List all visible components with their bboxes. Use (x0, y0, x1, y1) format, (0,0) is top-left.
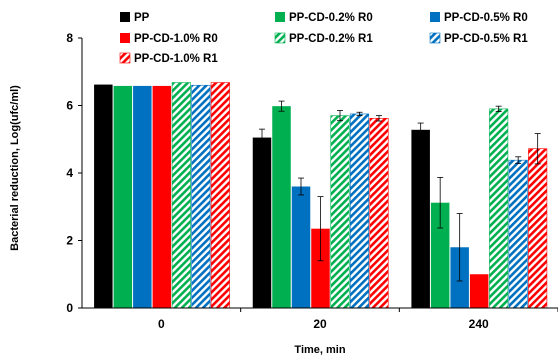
bar-1-2 (430, 202, 450, 308)
y-tick-label: 4 (66, 166, 73, 180)
y-tick-label: 2 (66, 234, 73, 248)
error-bar-6-2 (534, 133, 541, 165)
y-tick-label: 8 (66, 31, 73, 45)
legend-swatch (120, 12, 130, 22)
bar-2-0 (133, 85, 152, 308)
bar-0-0 (94, 84, 113, 308)
bar-3-0 (152, 85, 172, 308)
legend-item: PP-CD-0.5% R0 (430, 12, 528, 24)
legend-item: PP-CD-1.0% R0 (120, 33, 218, 45)
error-bar-1-2 (437, 176, 444, 229)
error-bar-3-1 (317, 196, 324, 262)
legend-label: PP-CD-0.5% R0 (444, 12, 528, 24)
error-bar-0-2 (417, 122, 424, 137)
x-tick-label: 0 (158, 317, 165, 331)
bar-1-1 (272, 106, 291, 308)
bar-2-1 (291, 186, 311, 308)
bars-group (94, 82, 548, 309)
bar-5-2 (508, 159, 528, 309)
bar-4-1 (330, 115, 350, 309)
error-bar-1-1 (278, 100, 285, 112)
error-bar-4-2 (495, 105, 502, 112)
legend-label: PP-CD-1.0% R1 (134, 53, 218, 65)
bar-6-1 (369, 118, 389, 309)
legend-label: PP-CD-0.5% R1 (444, 33, 528, 45)
x-axis-title: Time, min (294, 344, 345, 356)
y-tick-label: 6 (66, 99, 73, 113)
bar-3-1 (311, 228, 330, 308)
bar-6-2 (528, 148, 548, 309)
legend-swatch (274, 32, 286, 44)
error-bar-4-1 (337, 110, 343, 122)
legend-swatch (119, 52, 131, 64)
bar-5-0 (191, 84, 211, 309)
y-tick-label: 0 (66, 301, 73, 315)
axes-group: 0 2 4 6 8 0 20 240 (66, 31, 558, 331)
bar-5-1 (349, 113, 370, 309)
bar-0-2 (411, 129, 430, 308)
bar-6-0 (210, 82, 230, 309)
error-bar-2-2 (456, 213, 463, 282)
error-bar-2-1 (298, 177, 304, 196)
x-tick-label: 20 (313, 317, 327, 331)
legend-item: PP-CD-0.2% R1 (274, 32, 373, 45)
legend-swatch (275, 12, 285, 22)
legend-label: PP-CD-0.2% R0 (289, 12, 373, 24)
error-bar-5-1 (356, 111, 363, 117)
error-bar-0-1 (259, 128, 265, 147)
error-bar-6-1 (376, 115, 382, 122)
legend-swatch (430, 12, 440, 22)
x-tick-label: 240 (469, 317, 489, 331)
legend-swatch (120, 33, 130, 43)
error-bar-5-2 (515, 156, 522, 164)
bar-0-1 (252, 137, 272, 308)
bar-3-2 (469, 274, 489, 308)
error-bars-group (259, 100, 541, 282)
legend-item: PP-CD-0.2% R0 (275, 12, 373, 24)
bar-1-0 (113, 85, 133, 308)
legend-swatch (429, 32, 441, 44)
legend-label: PP-CD-0.2% R1 (289, 33, 373, 45)
legend-label: PP-CD-1.0% R0 (134, 33, 218, 45)
legend: PP PP-CD-0.2% R0 PP-CD-0.5% R0 PP-CD-1.0% R… (119, 12, 528, 65)
legend-item: PP-CD-0.5% R1 (429, 32, 528, 45)
legend-label: PP (134, 12, 150, 24)
legend-item: PP (120, 12, 150, 24)
legend-item: PP-CD-1.0% R1 (119, 52, 218, 65)
bar-4-0 (171, 82, 191, 309)
bar-4-2 (489, 108, 509, 309)
y-axis-title: Bacterial reduction, Log(ufc/ml) (9, 85, 21, 251)
